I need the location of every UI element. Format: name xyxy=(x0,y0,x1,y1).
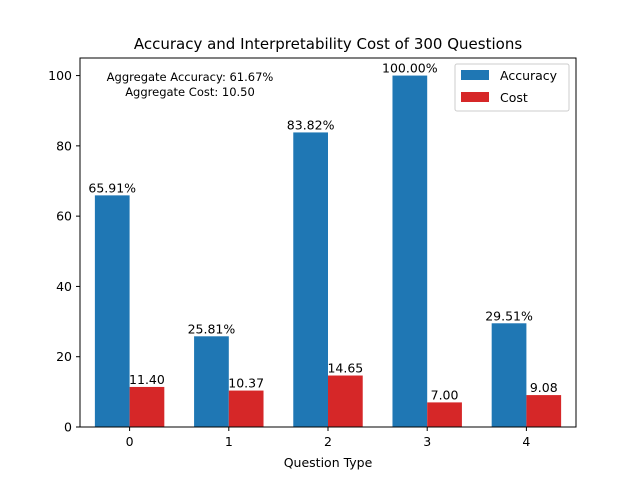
y-tick-label-0: 0 xyxy=(64,420,72,435)
chart-title: Accuracy and Interpretability Cost of 30… xyxy=(134,35,522,53)
bar-label-cost-2: 14.65 xyxy=(327,361,363,376)
y-tick-label-80: 80 xyxy=(56,138,72,153)
bar-label-cost-3: 7.00 xyxy=(431,387,459,402)
bar-cost-4 xyxy=(526,395,562,427)
x-axis-label: Question Type xyxy=(284,455,373,470)
bar-label-cost-0: 11.40 xyxy=(129,372,165,387)
bar-accuracy-0 xyxy=(94,195,130,427)
y-tick-label-20: 20 xyxy=(56,349,72,364)
legend-label-cost: Cost xyxy=(500,90,528,105)
x-tick-label-1: 1 xyxy=(225,434,233,449)
legend: Accuracy Cost xyxy=(454,63,570,112)
bar-label-accuracy-4: 29.51% xyxy=(485,308,533,323)
bar-label-accuracy-1: 25.81% xyxy=(188,321,236,336)
bar-labels-group: 65.91% 25.81% 83.82% 100.00% 29.51% 11.40 10.3… xyxy=(88,61,557,403)
bar-label-cost-1: 10.37 xyxy=(228,376,264,391)
bar-cost-2 xyxy=(328,375,363,427)
bar-accuracy-2 xyxy=(293,132,328,427)
bar-label-accuracy-2: 83.82% xyxy=(287,117,335,132)
y-tick-label-100: 100 xyxy=(48,68,72,83)
bar-cost-3 xyxy=(427,402,462,427)
aggregate-cost-annotation: Aggregate Cost: 10.50 xyxy=(125,85,255,99)
y-axis: 0 20 40 60 80 100 xyxy=(48,68,80,435)
bars-group xyxy=(94,75,562,427)
x-tick-label-2: 2 xyxy=(324,434,332,449)
bar-label-accuracy-3: 100.00% xyxy=(382,61,438,76)
x-tick-label-3: 3 xyxy=(423,434,431,449)
aggregate-accuracy-annotation: Aggregate Accuracy: 61.67% xyxy=(107,70,274,84)
x-tick-label-0: 0 xyxy=(126,434,134,449)
bar-label-accuracy-0: 65.91% xyxy=(88,180,136,195)
bar-accuracy-1 xyxy=(194,336,229,427)
y-tick-label-60: 60 xyxy=(56,209,72,224)
bar-accuracy-4 xyxy=(491,323,527,427)
bar-cost-1 xyxy=(228,390,264,427)
x-tick-label-4: 4 xyxy=(522,434,530,449)
legend-swatch-accuracy xyxy=(461,70,489,80)
bar-accuracy-3 xyxy=(392,75,428,427)
x-axis: 0 1 2 3 4 xyxy=(126,427,530,449)
legend-swatch-cost xyxy=(461,92,489,102)
y-tick-label-40: 40 xyxy=(56,279,72,294)
legend-label-accuracy: Accuracy xyxy=(500,68,558,83)
bar-label-cost-4: 9.08 xyxy=(530,380,558,395)
bar-cost-0 xyxy=(129,386,165,427)
